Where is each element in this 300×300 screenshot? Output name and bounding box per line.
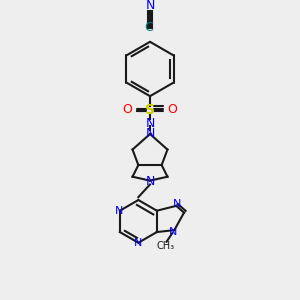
Text: S: S <box>145 103 155 117</box>
Text: O: O <box>167 103 177 116</box>
Text: O: O <box>123 103 133 116</box>
Text: N: N <box>145 117 155 130</box>
Text: N: N <box>145 175 155 188</box>
Text: N: N <box>145 127 155 140</box>
Text: N: N <box>173 199 182 209</box>
Text: N: N <box>145 0 155 12</box>
Text: N: N <box>134 238 142 248</box>
Text: N: N <box>169 227 178 237</box>
Text: C: C <box>145 21 153 34</box>
Text: CH₃: CH₃ <box>157 241 175 250</box>
Text: N: N <box>115 206 123 216</box>
